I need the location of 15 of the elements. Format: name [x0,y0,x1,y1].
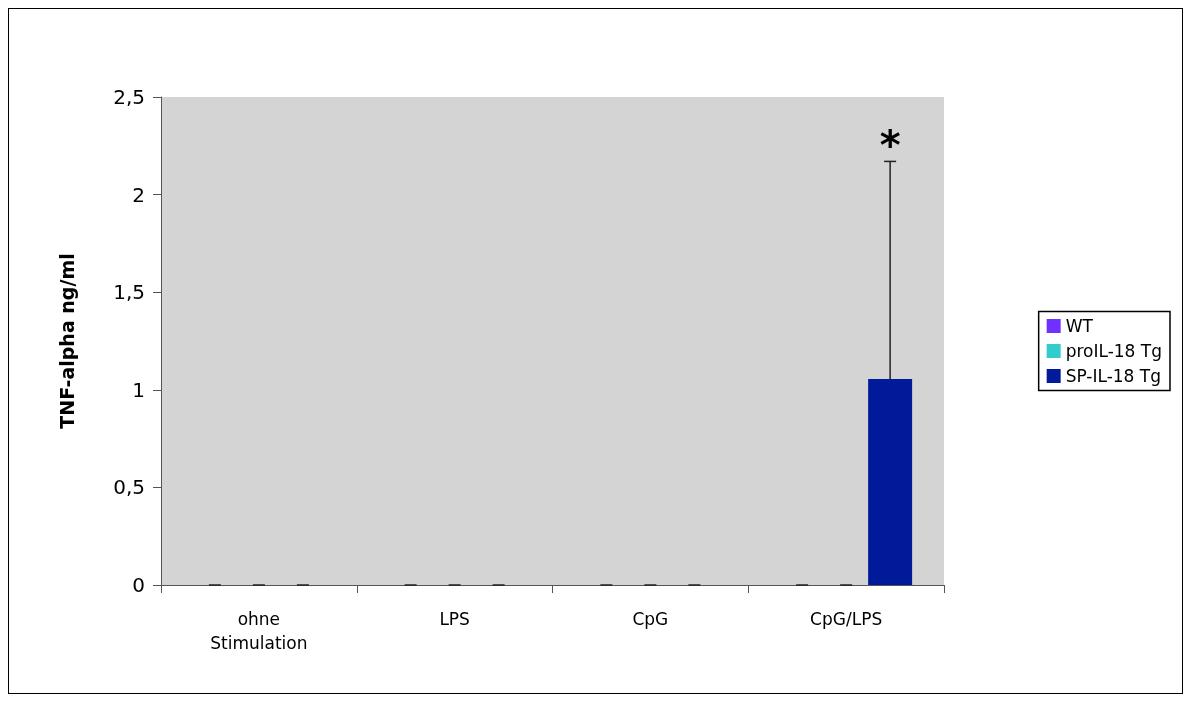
legend-label: proIL-18 Tg [1065,341,1162,361]
legend-label: WT [1065,316,1094,336]
y-tick-label: 2,5 [113,85,145,109]
x-tick-label: ohne Stimulation [210,609,308,653]
annotation: * [879,122,901,169]
y-tick-label: 0 [132,573,145,597]
x-tick-label: CpG [632,609,669,629]
y-axis-title: TNF-alpha ng/ml [55,253,78,429]
y-tick-label: 1,5 [113,280,145,305]
y-tick-label: 0,5 [113,475,145,500]
legend-label: SP-IL-18 Tg [1065,366,1161,386]
y-tick-label: 2 [132,182,145,207]
x-tick-label: CpG/LPS [810,609,883,629]
y-tick-label: 1 [132,377,145,402]
x-tick-label: LPS [439,609,470,629]
